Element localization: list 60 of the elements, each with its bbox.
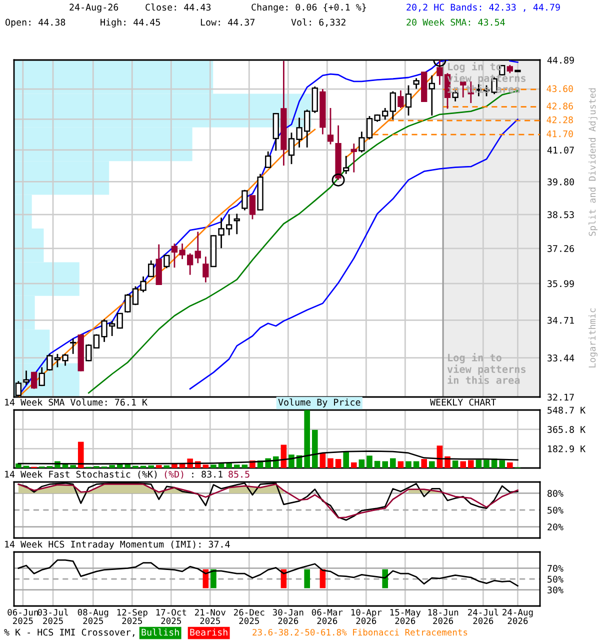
y-tick-label: 548.7 K	[548, 406, 586, 414]
x-tick-label: 24-Aug 2026	[502, 608, 533, 624]
y-tick-label: 44.89	[547, 56, 574, 64]
x-tick-label: 18-Jun 2026	[428, 608, 458, 624]
chart-title: 14 Week Fast Stochastic (%K)	[5, 470, 157, 479]
text: Open: 44.38	[6, 18, 66, 28]
x-tick-label: 21-Nov 2025	[194, 608, 226, 624]
series-label: 41.70	[546, 130, 573, 138]
x-tick-label: 12-Sep 2025	[117, 608, 148, 624]
text: Vol: 6,332	[291, 18, 346, 27]
x-tick-label: 17-Oct 2025	[156, 608, 186, 624]
y-tick-label: 182.9 K	[548, 445, 586, 452]
text: 23.6-38.2-50-61.8% Fibonacci Retracements	[252, 628, 468, 636]
text: 85.5	[228, 470, 250, 478]
annotation: Log in to view patterns in this area	[447, 352, 526, 384]
legend-title: % K - HCS IMI Crossover,	[4, 628, 134, 637]
y-tick-label: 30%	[548, 586, 564, 594]
text: Logarithmic	[588, 308, 598, 368]
x-tick-label: 08-Aug 2025	[78, 608, 108, 624]
text: Low: 44.37	[200, 18, 254, 26]
text: Bearish	[190, 628, 228, 636]
y-tick-label: 20%	[548, 524, 564, 530]
text: 24-Aug-26	[70, 4, 118, 12]
x-tick-label: 26-Dec 2025	[234, 608, 264, 624]
x-tick-label: 24-Jul 2026	[468, 608, 498, 624]
text: Volume By Price	[278, 398, 360, 408]
y-tick-label: 70%	[548, 564, 564, 572]
x-tick-label: 10-Apr 2026	[351, 608, 382, 624]
series-label: 42.86	[546, 102, 573, 110]
series-label: 42.28	[546, 116, 573, 124]
text: 20 Week SMA: 43.54	[406, 18, 505, 26]
y-tick-label: 50%	[548, 506, 564, 514]
chart-title: 14 Week HCS Intraday Momentum (IMI): 37.4	[5, 540, 230, 550]
chart-title: 14 Week SMA Volume: 76.1 K	[5, 398, 148, 406]
y-tick-label: 41.07	[547, 146, 574, 154]
x-tick-label: 15-May 2026	[390, 609, 421, 624]
series-label: 43.60	[546, 85, 573, 92]
text: Change: 0.06 {+0.1 %}	[252, 4, 366, 12]
text: Close: 44.43	[146, 4, 211, 11]
y-tick-label: 39.80	[548, 178, 574, 186]
text: : 83.1	[192, 470, 222, 478]
x-tick-label: 06-Jun 2025	[8, 608, 38, 624]
text: 20,2 HC Bands: 42.33 , 44.79	[406, 4, 560, 12]
y-tick-label: 35.99	[548, 280, 574, 288]
x-tick-label: 30-Jan 2026	[272, 608, 304, 624]
x-tick-label: 06-Mar 2026	[312, 608, 343, 624]
text: Bullish	[142, 628, 179, 636]
series-label: (%D)	[164, 470, 184, 479]
y-tick-label: 33.44	[548, 354, 574, 362]
y-tick-label: 38.53	[548, 211, 574, 218]
x-tick-label: 03-Jul 2025	[38, 608, 68, 624]
y-tick-label: 50%	[548, 576, 564, 583]
y-tick-label: 365.8 K	[548, 426, 586, 433]
y-tick-label: 34.71	[548, 316, 574, 324]
text: High: 44.45	[100, 18, 160, 28]
y-tick-label: 32.17	[548, 394, 574, 401]
text: Split and Dividend Adjusted	[588, 88, 598, 236]
text: WEEKLY CHART	[430, 398, 496, 406]
y-tick-label: 37.26	[548, 245, 574, 252]
y-tick-label: 80%	[548, 490, 564, 497]
